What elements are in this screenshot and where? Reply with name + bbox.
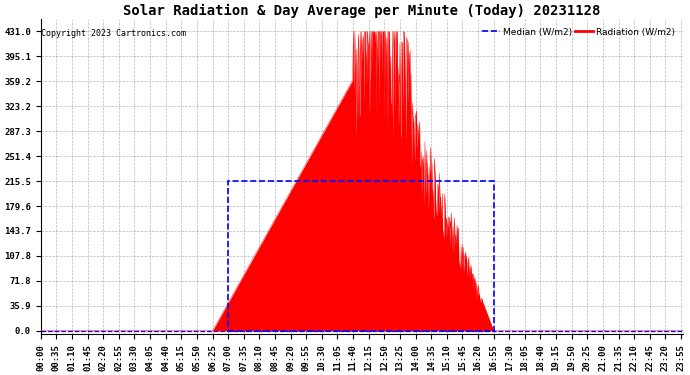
Bar xyxy=(228,181,493,331)
Legend: Median (W/m2), Radiation (W/m2): Median (W/m2), Radiation (W/m2) xyxy=(479,24,678,40)
Text: Copyright 2023 Cartronics.com: Copyright 2023 Cartronics.com xyxy=(41,29,186,38)
Title: Solar Radiation & Day Average per Minute (Today) 20231128: Solar Radiation & Day Average per Minute… xyxy=(123,4,600,18)
